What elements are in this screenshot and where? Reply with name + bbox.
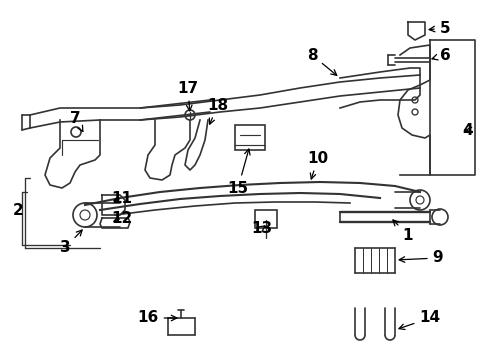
- Text: 18: 18: [207, 98, 228, 124]
- Text: 5: 5: [429, 21, 450, 36]
- Text: 9: 9: [399, 251, 443, 266]
- Text: 4: 4: [463, 122, 473, 138]
- Text: 1: 1: [393, 220, 413, 243]
- Text: 8: 8: [307, 48, 337, 75]
- Text: 13: 13: [251, 220, 272, 235]
- Text: 7: 7: [70, 111, 83, 131]
- FancyBboxPatch shape: [255, 210, 277, 228]
- Text: 2: 2: [13, 202, 24, 217]
- Text: 17: 17: [177, 81, 198, 111]
- Text: 12: 12: [111, 211, 133, 225]
- Text: 11: 11: [112, 190, 132, 206]
- Text: 15: 15: [227, 149, 250, 195]
- Text: 3: 3: [60, 230, 82, 256]
- FancyBboxPatch shape: [235, 125, 265, 150]
- Text: 10: 10: [307, 150, 329, 179]
- Text: 14: 14: [399, 310, 441, 329]
- Text: 16: 16: [137, 310, 177, 325]
- Text: 6: 6: [432, 48, 450, 63]
